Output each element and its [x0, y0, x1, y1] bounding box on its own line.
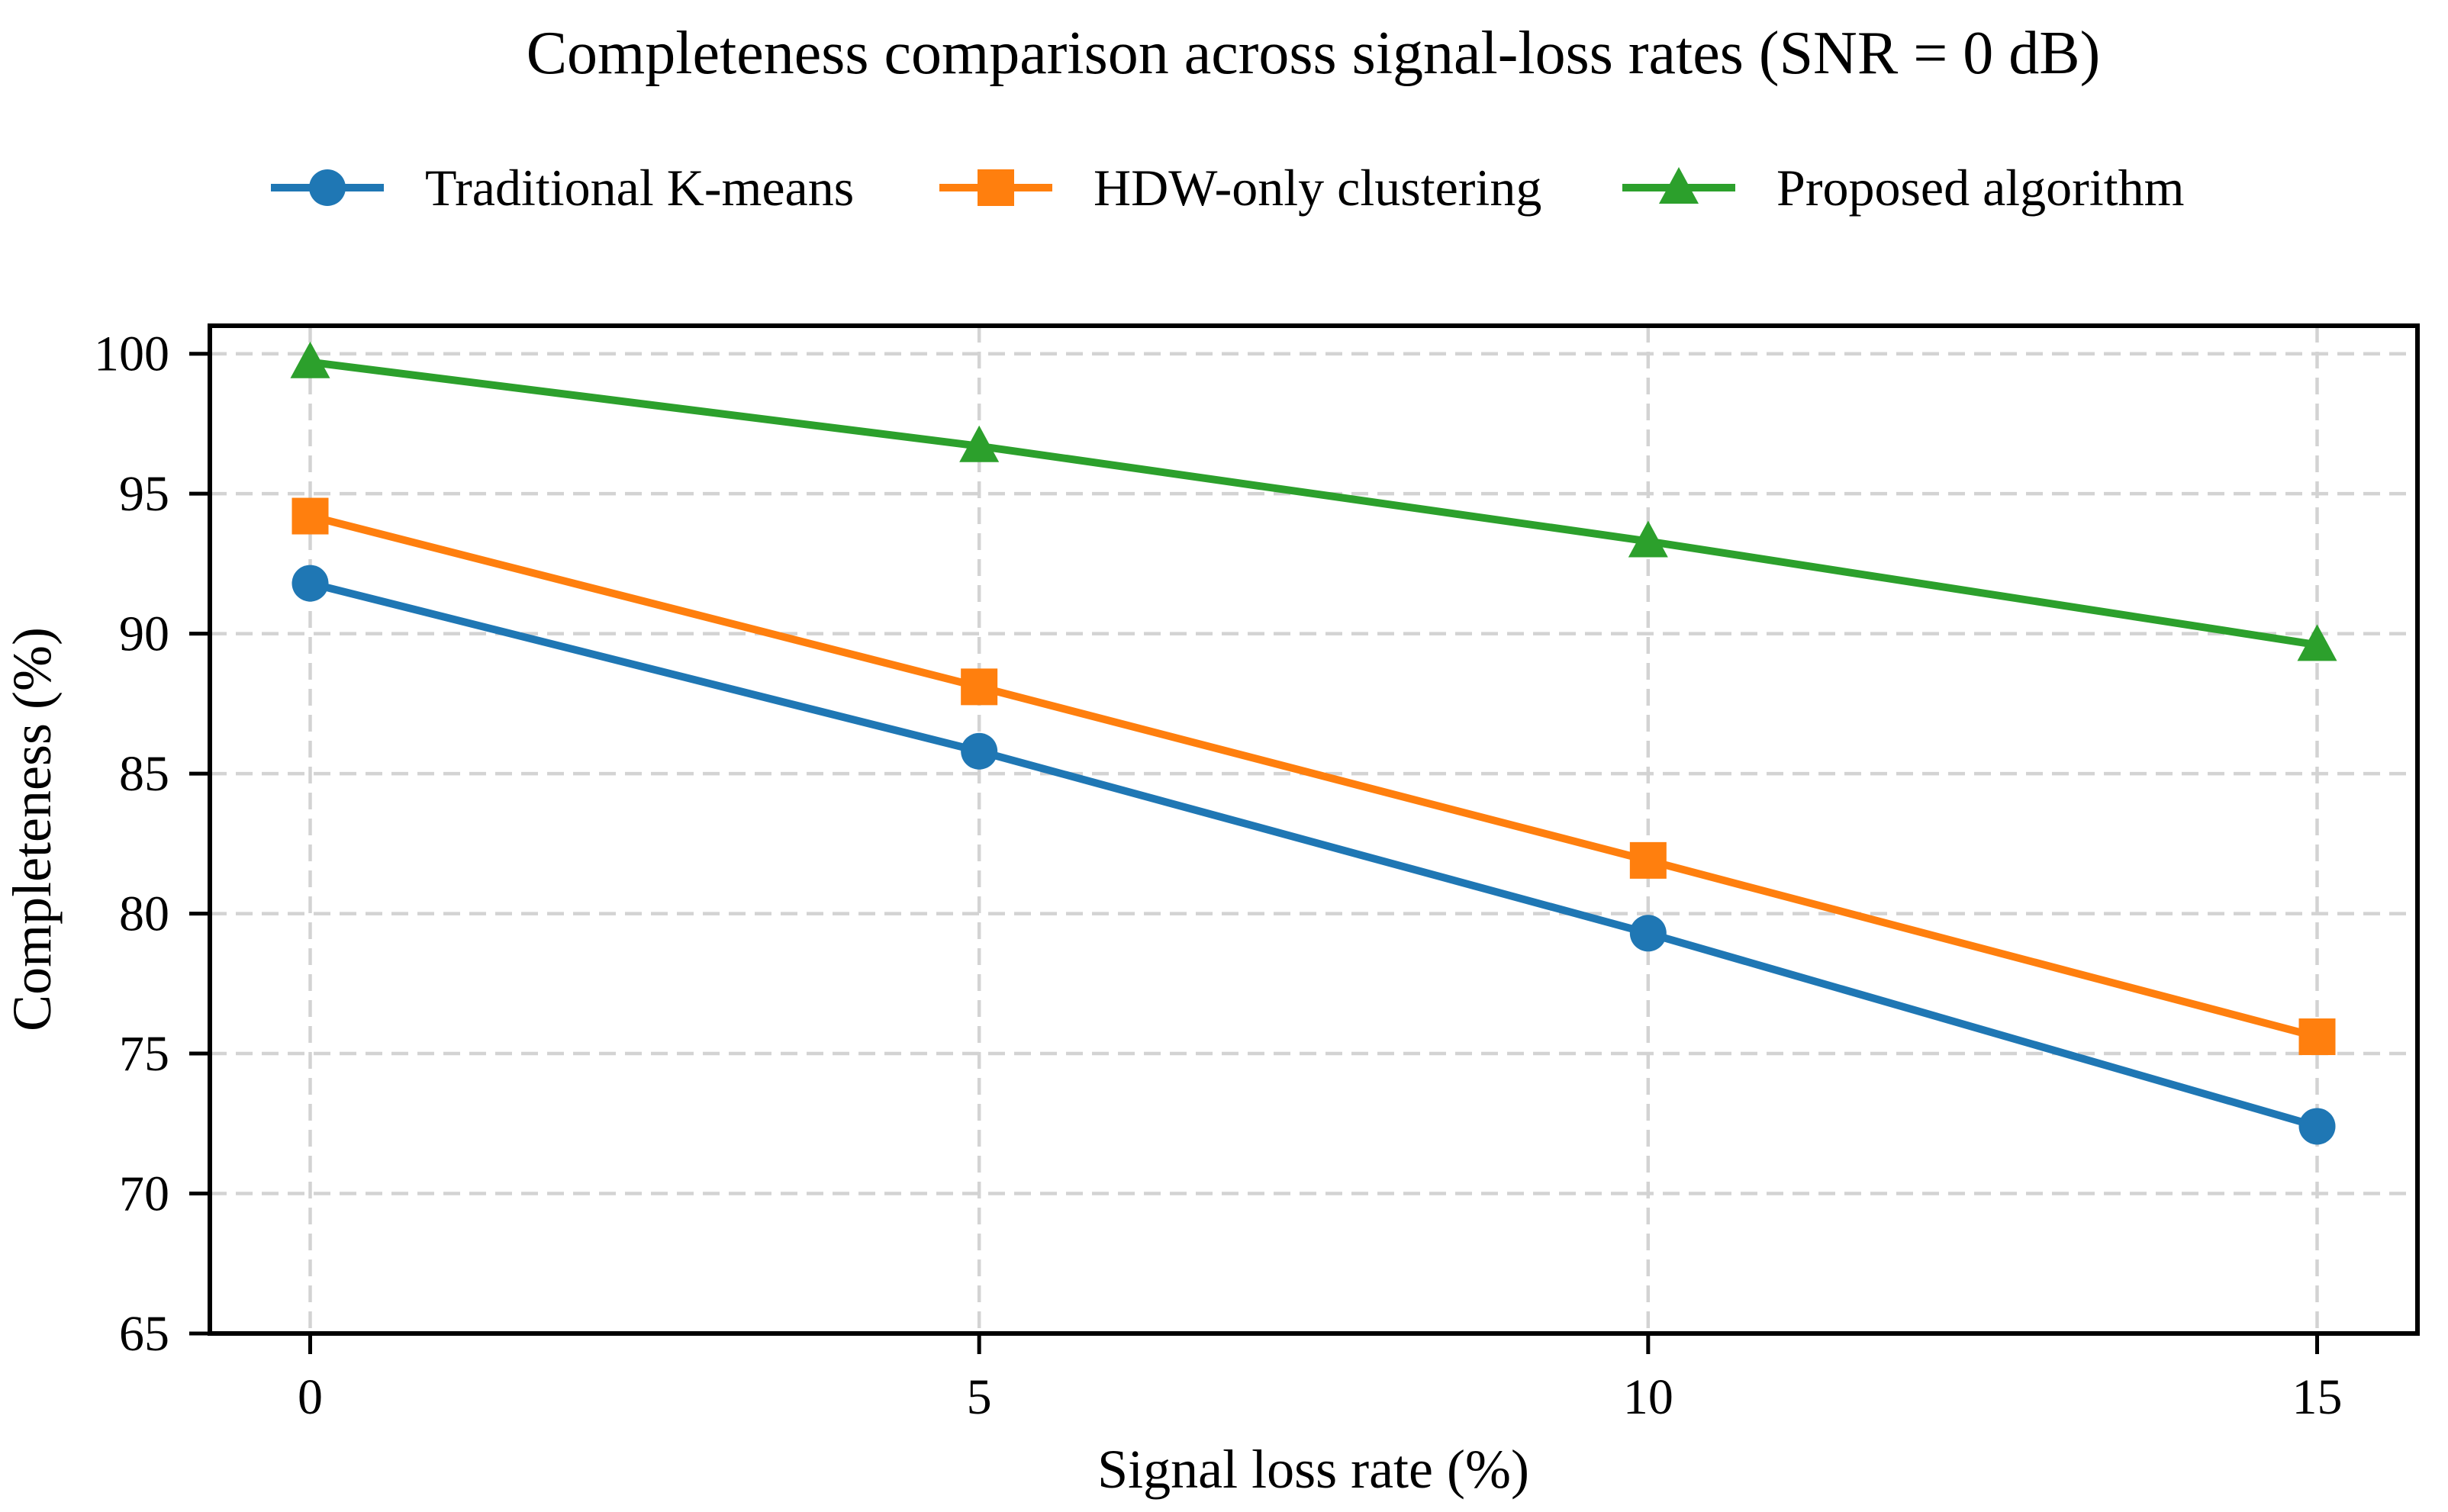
data-point-traditional-k-means — [1629, 915, 1667, 952]
y-tick-label: 80 — [119, 886, 169, 942]
x-axis-label: Signal loss rate (%) — [1097, 1439, 1529, 1500]
series-line-proposed-algorithm — [309, 358, 2318, 649]
data-point-proposed-algorithm — [959, 425, 1000, 462]
legend-item-hdw-only-clustering: HDW-only clustering — [939, 159, 1541, 217]
y-ticks: 65 70 75 80 85 90 95 100 — [94, 327, 208, 1362]
series-proposed-algorithm — [290, 341, 2337, 661]
legend-item-proposed-algorithm: Proposed algorithm — [1622, 159, 2185, 217]
x-tick-label: 10 — [1623, 1369, 1673, 1425]
series-line-traditional-k-means — [309, 579, 2318, 1131]
y-tick-label: 85 — [119, 746, 169, 802]
legend-marker-hdw-only-clustering — [978, 169, 1014, 206]
series-hdw-only-clustering — [292, 497, 2336, 1056]
y-tick-label: 70 — [119, 1166, 169, 1222]
y-tick-label: 95 — [119, 466, 169, 522]
x-tick-label: 5 — [967, 1369, 992, 1425]
data-point-proposed-algorithm — [2297, 624, 2337, 661]
grid-lines — [210, 326, 2417, 1336]
data-point-traditional-k-means — [2298, 1108, 2336, 1145]
y-axis-label: Completeness (%) — [2, 627, 63, 1031]
legend-label-proposed-algorithm: Proposed algorithm — [1776, 159, 2185, 217]
x-tick-label: 15 — [2292, 1369, 2343, 1425]
y-tick-label: 100 — [94, 327, 169, 382]
series-line-hdw-only-clustering — [309, 512, 2318, 1041]
legend-label-hdw-only-clustering: HDW-only clustering — [1094, 159, 1541, 217]
legend: Traditional K-means HDW-only clustering Pr… — [271, 159, 2185, 217]
x-tick-label: 0 — [298, 1369, 323, 1425]
chart-title: Completeness comparison across signal-lo… — [527, 20, 2101, 87]
legend-item-traditional-k-means: Traditional K-means — [271, 159, 854, 217]
data-point-hdw-only-clustering — [1629, 841, 1667, 879]
legend-label-traditional-k-means: Traditional K-means — [425, 159, 854, 217]
y-tick-label: 65 — [119, 1306, 169, 1362]
data-point-hdw-only-clustering — [2298, 1018, 2336, 1056]
data-point-proposed-algorithm — [290, 341, 330, 378]
legend-marker-proposed-algorithm — [1659, 167, 1699, 204]
data-point-traditional-k-means — [961, 732, 998, 770]
data-point-traditional-k-means — [292, 565, 329, 602]
y-tick-label: 75 — [119, 1026, 169, 1082]
y-tick-label: 90 — [119, 606, 169, 662]
x-ticks: 0 5 10 15 — [298, 1336, 2343, 1425]
axes-spines — [208, 323, 2420, 1336]
series-traditional-k-means — [292, 565, 2336, 1145]
data-point-proposed-algorithm — [1628, 520, 1668, 558]
legend-marker-traditional-k-means — [309, 169, 346, 206]
plot-series — [290, 341, 2337, 1145]
data-point-hdw-only-clustering — [292, 497, 329, 535]
data-point-hdw-only-clustering — [961, 668, 998, 706]
